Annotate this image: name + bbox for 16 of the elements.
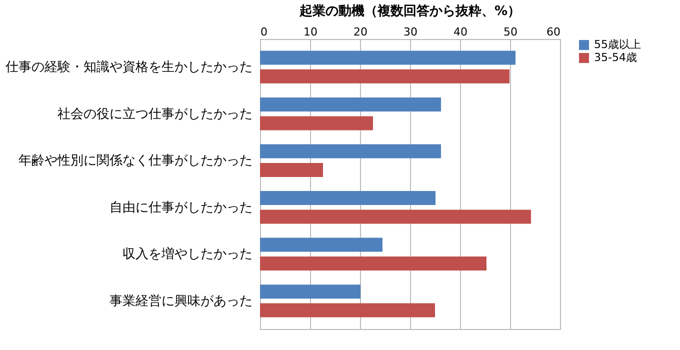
- x-tick-label: 40: [454, 26, 468, 38]
- legend-label: 35-54歳: [594, 51, 637, 64]
- x-tick-label: 50: [504, 26, 518, 38]
- x-tick-label: 10: [304, 26, 318, 38]
- chart-title: 起業の動機（複数回答から抜粋、%）: [298, 3, 521, 19]
- y-tick-label: 事業経営に興味があった: [110, 294, 252, 309]
- y-tick-label: 自由に仕事がしたかった: [110, 200, 252, 216]
- x-tick-label: 30: [404, 26, 418, 38]
- y-tick-label: 仕事の経験・知識や資格を生かしたかった: [4, 60, 252, 76]
- x-tick-label: 20: [354, 26, 368, 38]
- x-tick-label: 0: [260, 26, 268, 38]
- y-tick-label: 社会の役に立つ仕事がしたかった: [58, 106, 252, 122]
- legend-label: 55歳以上: [594, 38, 641, 51]
- x-tick-label: 60: [546, 26, 560, 38]
- y-tick-label: 年齢や性別に関係なく仕事がしたかった: [18, 154, 252, 169]
- y-tick-label: 収入を増やしたかった: [122, 246, 252, 262]
